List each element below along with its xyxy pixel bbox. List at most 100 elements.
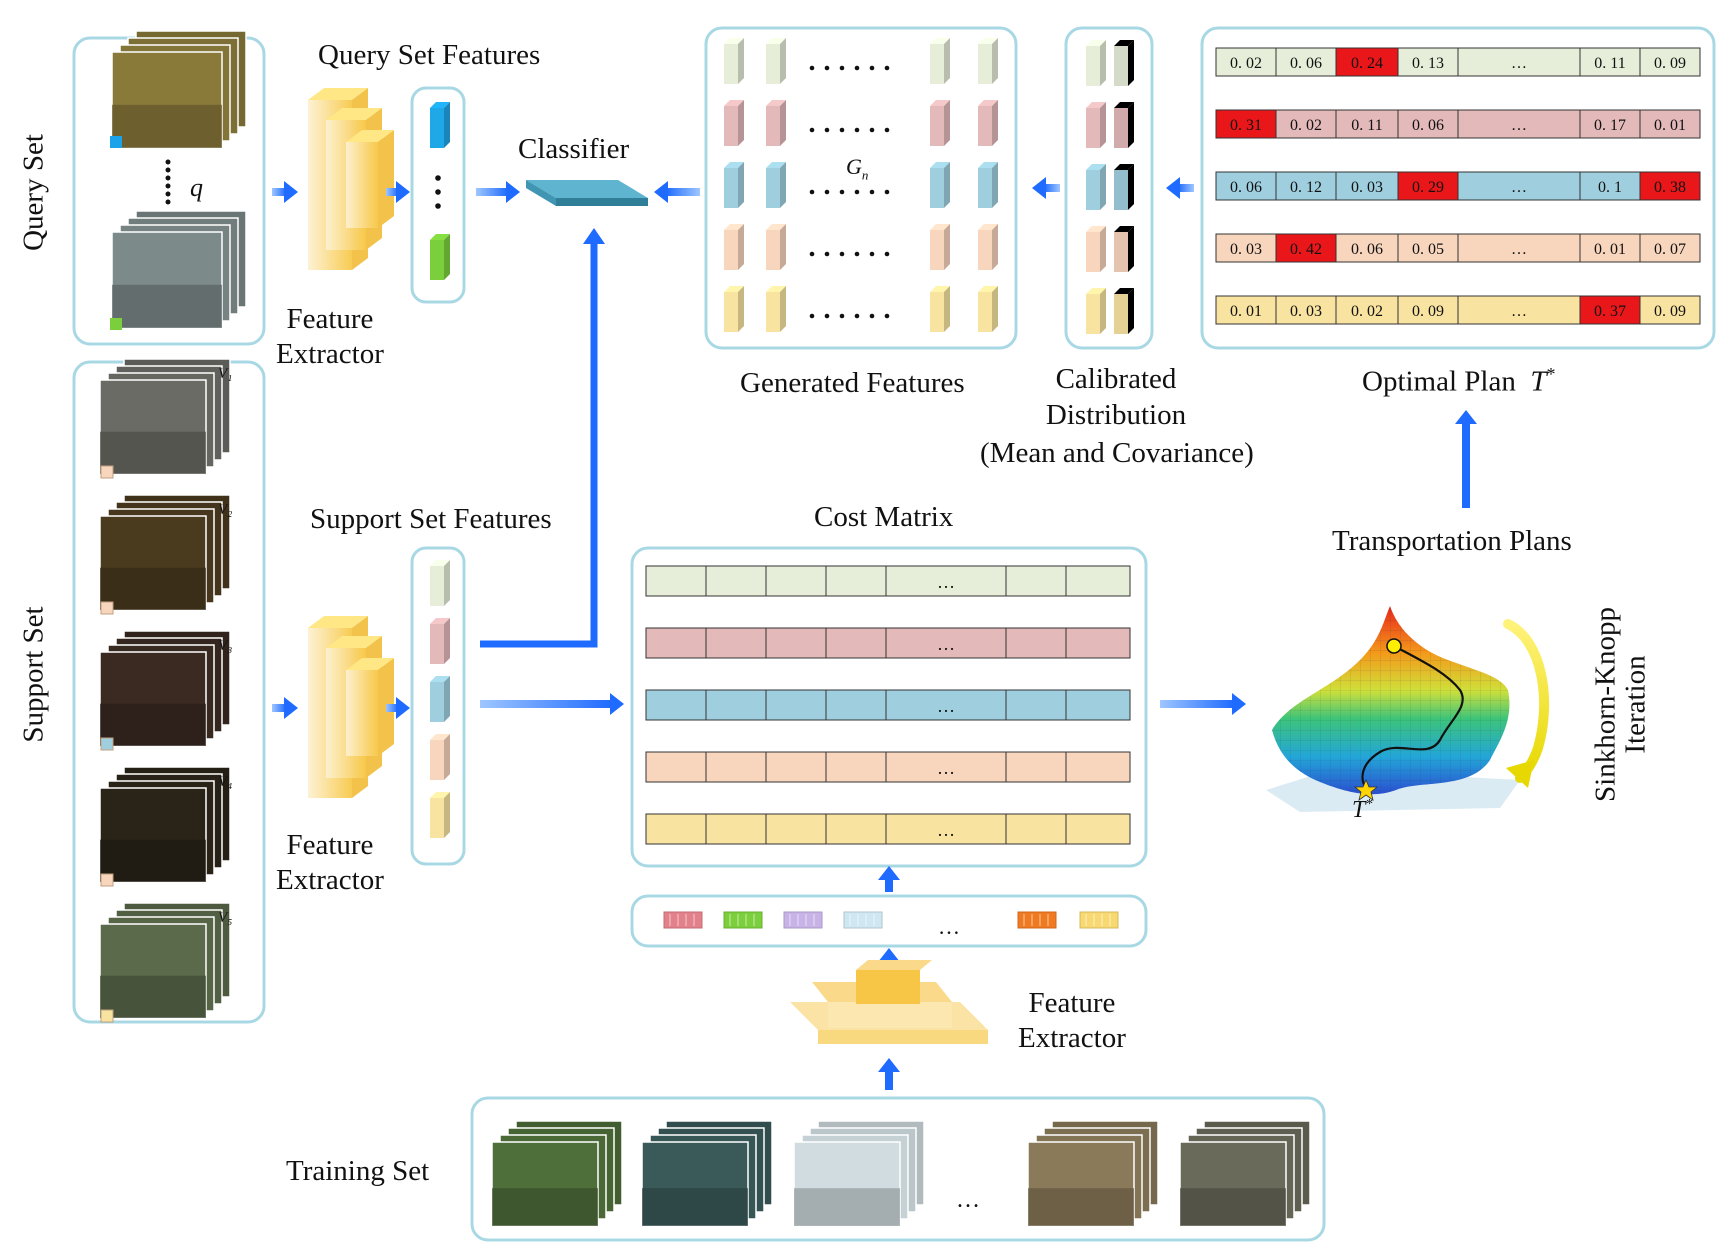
classifier-label: Classifier — [518, 133, 630, 165]
training-ellipsis: … — [956, 1187, 980, 1213]
generated-feature-r1c4 — [978, 38, 998, 84]
sinkhorn-landscape — [1266, 606, 1520, 812]
cost-cell-r1c2 — [705, 565, 767, 597]
training-clip-1 — [491, 1120, 623, 1227]
plan-cell-r2c4 — [1397, 109, 1459, 139]
plan-value-r3c4: 0. 29 — [1412, 179, 1444, 196]
plan-row-2: 0. 31 0. 02 0. 11 0. 06 … 0. 17 0. 01 — [1215, 109, 1701, 139]
gn-symbol: Gn — [846, 154, 868, 183]
generated-feature-r4c1 — [724, 224, 744, 270]
plan-value-r3c5: … — [1511, 179, 1527, 196]
iteration-label: Iteration — [1619, 655, 1652, 754]
training-clip-4 — [1027, 1120, 1159, 1227]
calibrated-mean-3 — [1086, 164, 1106, 210]
support-video-label-2: V₂ — [218, 502, 232, 518]
query-features-dots — [435, 175, 441, 209]
transportation-plans-label: Transportation Plans — [1332, 525, 1572, 557]
plan-value-r5c2: 0. 03 — [1290, 303, 1322, 320]
generated-feature-r5c2 — [766, 286, 786, 332]
generated-feature-r5c1 — [724, 286, 744, 332]
cost-cell-r4c4 — [825, 751, 887, 783]
generated-features-dots-row-4 — [809, 251, 890, 257]
plan-value-r5c7: 0. 09 — [1654, 303, 1686, 320]
arrow-transport-to-optimal-plan — [1455, 410, 1477, 508]
generated-features-panel — [704, 26, 1018, 350]
plan-cell-r1c2 — [1275, 47, 1337, 77]
plan-value-r4c6: 0. 01 — [1594, 241, 1626, 258]
arrow-generated-to-classifier — [654, 181, 700, 203]
cost-cell-r5c1 — [645, 813, 707, 845]
cost-row-1: … — [645, 565, 1131, 597]
generated-features-label: Generated Features — [740, 367, 965, 399]
cost-cell-r4c6 — [1005, 751, 1067, 783]
plan-value-r4c1: 0. 03 — [1230, 241, 1262, 258]
cost-row-4: … — [645, 751, 1131, 783]
training-clip-3 — [793, 1120, 925, 1227]
plan-value-r1c4: 0. 13 — [1412, 55, 1444, 72]
calibrated-distribution-line1: Calibrated — [1055, 363, 1177, 395]
classifier-block — [526, 180, 648, 206]
plan-row-5: 0. 01 0. 03 0. 02 0. 09 … 0. 37 0. 09 — [1215, 295, 1701, 325]
cost-cell-r3c1 — [645, 689, 707, 721]
generated-feature-r2c4 — [978, 100, 998, 146]
support-feature-1 — [430, 560, 450, 606]
cost-cell-r1c5 — [885, 565, 1007, 597]
support-video-label-3: V₃ — [218, 638, 232, 654]
cost-row-3: … — [645, 689, 1131, 721]
generated-feature-r1c1 — [724, 38, 744, 84]
calibrated-cov-1 — [1114, 40, 1134, 86]
support-clip-2 — [99, 494, 231, 611]
calibrated-distribution-line2: Distribution — [1045, 399, 1187, 431]
t-star-letter: T — [1352, 797, 1366, 823]
optimal-plan-label: Optimal Plan T* — [1362, 364, 1556, 398]
plan-value-r5c5: … — [1511, 303, 1527, 320]
feature-extractor-training — [790, 960, 988, 1044]
cost-cell-r4c5 — [885, 751, 1007, 783]
query-set-features-label: Query Set Features — [318, 39, 541, 71]
plan-value-r1c2: 0. 06 — [1290, 55, 1322, 72]
plan-value-r4c7: 0. 07 — [1654, 241, 1686, 258]
cost-ellipsis-3: … — [937, 696, 955, 716]
plan-cell-r4c6 — [1579, 233, 1641, 263]
optimal-star-marker — [1353, 778, 1379, 801]
plan-value-r3c3: 0. 03 — [1351, 179, 1383, 196]
cost-cell-r4c2 — [705, 751, 767, 783]
plan-value-r1c5: … — [1511, 55, 1527, 72]
support-color-tag-5 — [100, 1009, 114, 1023]
cost-row-5: … — [645, 813, 1131, 845]
generated-feature-r4c3 — [930, 224, 950, 270]
gn-subscript: n — [861, 167, 869, 183]
plan-value-r2c5: … — [1511, 117, 1527, 134]
cost-cell-r5c2 — [705, 813, 767, 845]
plan-value-r5c4: 0. 09 — [1412, 303, 1444, 320]
plan-cell-r2c2 — [1275, 109, 1337, 139]
arrow-training-to-extractor — [878, 1058, 900, 1090]
cost-ellipsis-2: … — [937, 634, 955, 654]
cost-ellipsis-5: … — [937, 820, 955, 840]
arrow-extractor-to-support-features — [386, 697, 410, 719]
generated-feature-r4c2 — [766, 224, 786, 270]
support-clip-3 — [99, 630, 231, 747]
cost-cell-r3c2 — [705, 689, 767, 721]
cost-cell-r1c6 — [1005, 565, 1067, 597]
plan-cell-r5c4 — [1397, 295, 1459, 325]
sampled-feature-6 — [1079, 911, 1119, 929]
sampled-feature-3 — [783, 911, 823, 929]
support-color-tag-4 — [100, 873, 114, 887]
generated-feature-r1c3 — [930, 38, 950, 84]
generated-features-dots-row-1 — [809, 65, 890, 71]
support-feature-5 — [430, 792, 450, 838]
sampled-feature-1 — [663, 911, 703, 929]
plan-value-r3c6: 0. 1 — [1598, 179, 1622, 196]
cost-cell-r5c3 — [765, 813, 827, 845]
cost-cell-r3c4 — [825, 689, 887, 721]
support-feature-2 — [430, 618, 450, 664]
generated-feature-r5c3 — [930, 286, 950, 332]
start-point-marker — [1386, 638, 1402, 654]
arrow-query-to-extractor — [272, 181, 298, 203]
cost-cell-r1c3 — [765, 565, 827, 597]
query-feature-green — [430, 234, 450, 280]
generated-feature-r1c2 — [766, 38, 786, 84]
cost-cell-r1c7 — [1065, 565, 1131, 597]
plan-value-r3c1: 0. 06 — [1230, 179, 1262, 196]
